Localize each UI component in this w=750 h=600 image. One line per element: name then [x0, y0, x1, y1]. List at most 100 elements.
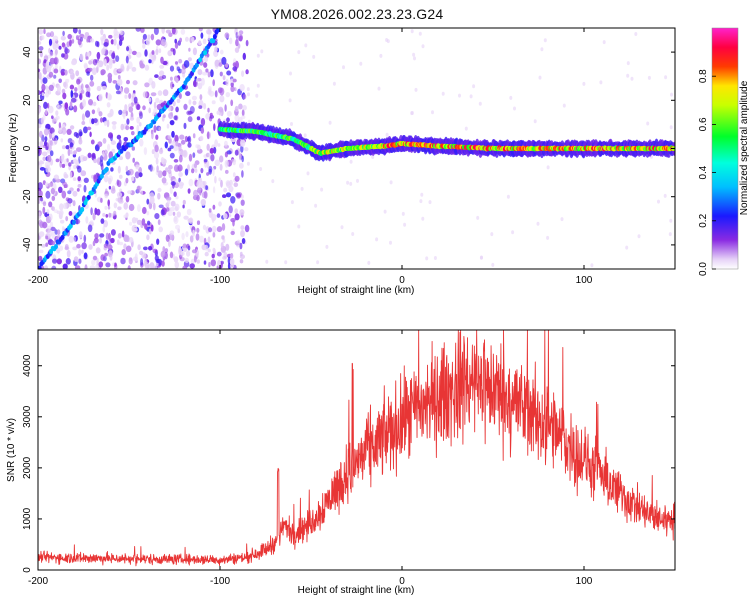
spectrogram-noise-blob — [630, 76, 634, 81]
spectrogram-noise-blob — [83, 64, 88, 70]
spectrogram-noise-blob — [61, 42, 66, 48]
spectrogram-noise-blob — [46, 209, 50, 215]
snr-y-tick-label: 0 — [22, 567, 33, 573]
spectrogram-noise-blob — [209, 147, 214, 154]
spectrogram-noise-blob — [139, 112, 143, 119]
spectrogram-noise-blob — [325, 244, 329, 249]
spectrogram-noise-blob — [151, 149, 155, 155]
spectrogram-noise-blob — [101, 37, 104, 46]
spectrogram-noise-blob — [63, 202, 68, 210]
spectrogram-noise-blob — [212, 168, 215, 176]
spectrogram-noise-blob — [174, 42, 179, 49]
spectrogram-noise-blob — [69, 171, 73, 179]
spectrogram-noise-blob — [38, 141, 41, 146]
spectrogram-noise-blob — [128, 257, 133, 265]
spectrogram-noise-blob — [238, 35, 243, 42]
spectrogram-noise-blob — [76, 188, 80, 192]
spectrogram-noise-blob — [375, 237, 379, 242]
spectrogram-streak-blob — [211, 38, 216, 44]
spectrogram-noise-blob — [232, 172, 236, 178]
spectrogram-streak-blob — [72, 219, 76, 225]
spectrogram-noise-blob — [149, 164, 153, 172]
spectrogram-noise-blob — [194, 168, 198, 173]
spectrogram-noise-blob — [43, 265, 49, 269]
spectrogram-noise-blob — [197, 69, 203, 76]
spectrogram-noise-blob — [127, 190, 132, 195]
spectrogram-noise-blob — [49, 150, 54, 157]
spectrogram-noise-blob — [83, 252, 88, 260]
spectrogram-noise-blob — [188, 47, 191, 52]
spectrogram-noise-blob — [107, 143, 111, 151]
spectrogram-noise-blob — [151, 50, 155, 55]
spectrogram-noise-blob — [210, 154, 215, 162]
spectrogram-noise-blob — [155, 48, 159, 56]
spectrogram-noise-blob — [200, 118, 206, 126]
spectrogram-noise-blob — [144, 82, 150, 88]
spectrogram-noise-blob — [104, 193, 108, 199]
spectrogram-noise-blob — [193, 254, 197, 263]
spectrogram-noise-blob — [48, 201, 53, 208]
spectrogram-noise-blob — [238, 103, 243, 110]
spectrogram-noise-blob — [153, 101, 157, 109]
spectrogram-noise-blob — [67, 33, 72, 40]
spectrogram-noise-blob — [303, 133, 307, 138]
spectrogram-noise-blob — [39, 140, 44, 148]
spectrogram-noise-blob — [61, 126, 67, 135]
spectrogram-noise-blob — [176, 211, 181, 218]
colorbar-tick-label: 0.6 — [698, 117, 709, 131]
spectrogram-noise-blob — [67, 198, 73, 204]
spectrogram-noise-blob — [290, 200, 294, 205]
spectrogram-noise-blob — [40, 196, 44, 202]
spectrogram-noise-blob — [198, 28, 203, 32]
spectrogram-noise-blob — [65, 108, 70, 116]
spectrogram-noise-blob — [546, 165, 550, 170]
spectrogram-noise-blob — [119, 30, 124, 36]
spectrogram-noise-blob — [108, 34, 113, 39]
spectrogram-noise-blob — [153, 125, 157, 133]
spectrogram-noise-blob — [97, 141, 103, 148]
spectrogram-noise-blob — [41, 151, 48, 157]
spectrogram-streak-blob — [104, 166, 109, 172]
spectrogram-noise-blob — [73, 164, 77, 170]
spectrogram-noise-blob — [113, 38, 117, 46]
spectrogram-noise-blob — [167, 210, 173, 217]
spectrogram-noise-blob — [414, 87, 418, 92]
spectrogram-noise-blob — [89, 265, 96, 269]
spectrogram-noise-blob — [45, 60, 50, 67]
spectrogram-noise-blob — [184, 168, 189, 176]
spectrogram-noise-blob — [38, 46, 44, 51]
spectrogram-noise-blob — [93, 158, 98, 164]
spectrogram-noise-blob — [144, 223, 148, 230]
spectrogram-noise-blob — [96, 208, 101, 216]
spectrogram-noise-blob — [78, 138, 83, 145]
spectrogram-noise-blob — [87, 67, 93, 72]
spectrogram-noise-blob — [95, 40, 99, 47]
spectrogram-noise-blob — [154, 265, 158, 269]
spectrogram-noise-blob — [111, 185, 116, 192]
spectrogram-noise-blob — [168, 112, 174, 119]
spectrogram-marks — [38, 28, 675, 269]
spectrogram-noise-blob — [410, 111, 414, 115]
spectrogram-noise-blob — [139, 250, 144, 256]
spectrogram-noise-blob — [359, 61, 363, 66]
spectrogram-noise-blob — [265, 259, 269, 264]
spectrogram-noise-blob — [130, 176, 135, 182]
spectrogram-noise-blob — [52, 35, 59, 42]
snr-y-tick-label: 4000 — [22, 354, 33, 377]
spectrogram-noise-blob — [103, 243, 109, 249]
spectrogram-noise-blob — [225, 92, 231, 98]
spectrogram-noise-blob — [213, 146, 217, 154]
spectrogram-noise-blob — [413, 56, 416, 61]
spectrogram-noise-blob — [271, 179, 275, 184]
spectrogram-noise-blob — [55, 158, 60, 163]
spectrogram-noise-blob — [218, 201, 222, 207]
spectrogram-noise-blob — [93, 175, 98, 183]
spectrogram-noise-blob — [143, 147, 148, 156]
snr-marks — [38, 330, 675, 567]
spectrogram-noise-blob — [83, 177, 89, 183]
spectrogram-noise-blob — [100, 197, 103, 203]
colorbar: 0.0 0.2 0.4 0.6 0.8 Normalized spectral ampl… — [698, 27, 750, 276]
spectrogram-noise-blob — [169, 120, 175, 126]
spectrogram-noise-blob — [91, 67, 97, 75]
spectrogram-noise-blob — [76, 78, 81, 85]
